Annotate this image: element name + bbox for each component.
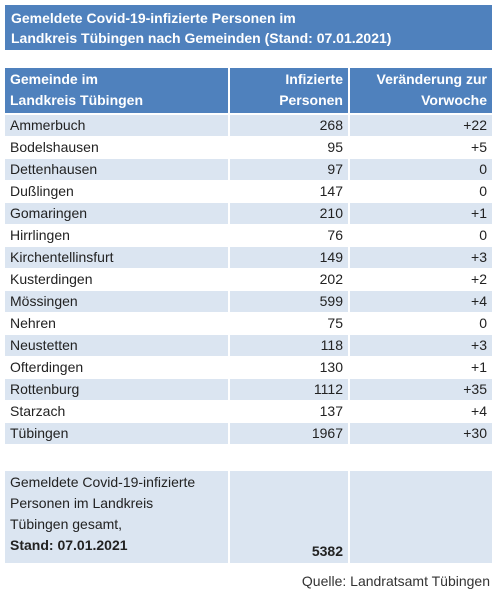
change-cell: 0 [350, 159, 492, 180]
header-cell: Gemeinde im Landkreis Tübingen [5, 68, 228, 113]
infected-cell: 97 [230, 159, 348, 180]
title-line: Gemeldete Covid-19-infizierte Personen i… [11, 10, 296, 26]
header-text: Landkreis Tübingen [10, 92, 144, 108]
municipality-cell: Dußlingen [10, 183, 74, 199]
change-cell: +30 [350, 423, 492, 444]
infected-cell: 118 [230, 335, 348, 356]
municipality-cell: Gomaringen [5, 203, 228, 224]
change-cell: +35 [350, 379, 492, 400]
header-cell: Veränderung zur Vorwoche [350, 68, 492, 113]
municipality-cell: Dettenhausen [5, 159, 228, 180]
header-text: Veränderung zur [376, 71, 487, 87]
municipality-cell: Mössingen [5, 291, 228, 312]
total-label: Gemeldete Covid-19-infizierte [10, 474, 196, 490]
change-cell: +3 [350, 247, 492, 268]
infected-cell: 202 [319, 271, 343, 287]
infected-cell: 130 [319, 359, 343, 375]
infected-cell: 76 [327, 227, 343, 243]
infected-cell: 147 [319, 183, 343, 199]
change-cell: 0 [479, 183, 487, 199]
change-cell: +22 [350, 115, 492, 136]
header-cell: Infizierte Personen [230, 68, 348, 113]
change-cell: +4 [350, 291, 492, 312]
total-label: Personen im Landkreis [10, 495, 154, 511]
infected-cell: 149 [230, 247, 348, 268]
total-value-cell: 5382 [230, 471, 348, 563]
change-cell: +1 [471, 359, 487, 375]
infected-cell: 137 [319, 403, 343, 419]
title-line: Landkreis Tübingen nach Gemeinden (Stand… [11, 30, 392, 46]
infected-cell: 268 [230, 115, 348, 136]
header-text: Infizierte [285, 71, 343, 87]
header-text: Vorwoche [421, 92, 487, 108]
municipality-cell: Ofterdingen [10, 359, 84, 375]
municipality-cell: Hirrlingen [10, 227, 70, 243]
source: Quelle: Landratsamt Tübingen [301, 573, 490, 589]
municipality-cell: Kusterdingen [10, 271, 93, 287]
change-cell: +2 [471, 271, 487, 287]
change-cell: 0 [479, 227, 487, 243]
total-stand: Stand: 07.01.2021 [10, 537, 128, 553]
total-label-cell: Gemeldete Covid-19-infizierte Personen im… [5, 471, 228, 563]
change-cell: +4 [471, 403, 487, 419]
infected-cell: 210 [230, 203, 348, 224]
infected-cell: 1967 [230, 423, 348, 444]
municipality-cell: Tübingen [5, 423, 228, 444]
change-cell: +5 [471, 139, 487, 155]
municipality-cell: Kirchentellinsfurt [5, 247, 228, 268]
change-cell: +3 [350, 335, 492, 356]
municipality-cell: Rottenburg [5, 379, 228, 400]
total-label: Tübingen gesamt, [10, 516, 123, 532]
header-text: Gemeinde im [10, 71, 98, 87]
title-bar: Gemeldete Covid-19-infizierte Personen i… [5, 5, 492, 50]
infected-cell: 95 [327, 139, 343, 155]
municipality-cell: Ammerbuch [5, 115, 228, 136]
infected-cell: 1112 [230, 379, 348, 400]
municipality-cell: Starzach [10, 403, 66, 419]
change-cell: +1 [350, 203, 492, 224]
header-text: Personen [279, 92, 343, 108]
infected-cell: 599 [230, 291, 348, 312]
municipality-cell: Bodelshausen [10, 139, 99, 155]
total-empty-cell [350, 471, 492, 563]
infected-cell: 75 [327, 315, 343, 331]
change-cell: 0 [479, 315, 487, 331]
municipality-cell: Neustetten [5, 335, 228, 356]
municipality-cell: Nehren [10, 315, 56, 331]
